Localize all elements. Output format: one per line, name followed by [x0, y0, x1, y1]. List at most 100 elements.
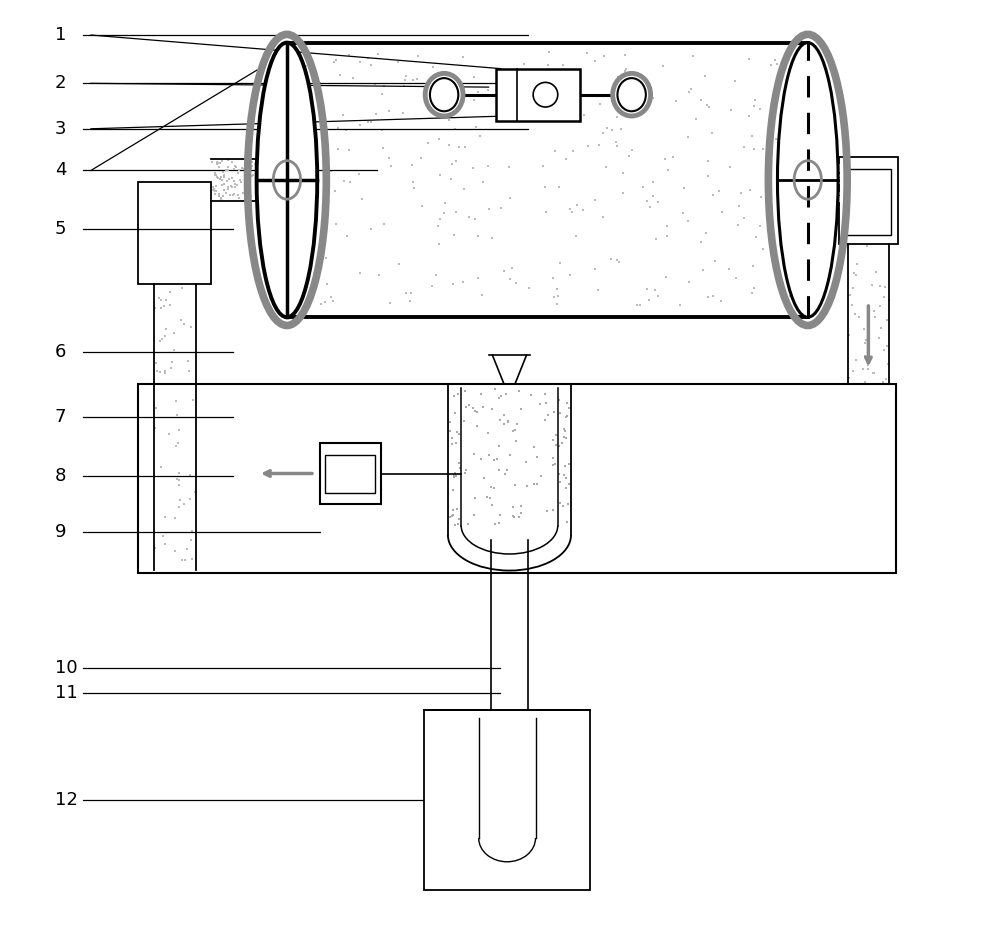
Point: [767, 52, 783, 67]
Point: [860, 362, 876, 377]
Point: [428, 403, 444, 419]
Point: [269, 537, 285, 552]
Point: [381, 103, 397, 118]
Point: [207, 187, 223, 202]
Point: [180, 199, 196, 214]
Point: [550, 289, 566, 304]
Point: [189, 191, 205, 206]
Point: [608, 80, 624, 95]
Point: [773, 271, 789, 286]
Point: [855, 362, 871, 377]
Point: [818, 420, 834, 436]
Point: [178, 494, 194, 509]
Point: [518, 455, 534, 470]
Point: [743, 555, 759, 570]
Point: [868, 221, 884, 236]
Point: [293, 442, 309, 457]
Point: [215, 459, 231, 474]
Point: [525, 94, 541, 109]
Point: [851, 309, 867, 324]
Point: [171, 465, 187, 480]
Point: [158, 321, 174, 336]
Point: [544, 89, 560, 104]
Point: [161, 232, 177, 247]
Point: [230, 188, 246, 203]
Point: [466, 69, 482, 84]
Point: [171, 422, 187, 438]
Point: [431, 132, 447, 147]
Point: [185, 474, 201, 489]
Point: [776, 145, 792, 160]
Point: [707, 441, 723, 456]
Point: [207, 166, 223, 181]
Point: [134, 271, 150, 286]
Point: [381, 151, 397, 166]
Point: [879, 338, 895, 353]
Point: [182, 467, 198, 482]
Point: [182, 476, 198, 491]
Point: [317, 295, 333, 310]
Point: [514, 560, 530, 575]
Point: [157, 366, 173, 381]
Point: [687, 510, 703, 526]
Point: [475, 174, 491, 189]
Point: [613, 121, 629, 136]
Point: [719, 558, 735, 573]
Point: [184, 524, 200, 539]
Point: [772, 384, 788, 400]
Point: [849, 181, 865, 196]
Point: [458, 399, 474, 414]
Point: [645, 533, 661, 548]
Point: [730, 218, 746, 233]
Point: [229, 177, 245, 192]
Point: [172, 259, 188, 274]
Point: [831, 163, 847, 178]
Point: [787, 450, 803, 465]
Point: [450, 517, 466, 532]
Point: [149, 549, 165, 564]
Point: [164, 354, 180, 369]
Point: [157, 364, 173, 379]
Point: [630, 450, 646, 465]
Point: [888, 199, 904, 214]
Point: [187, 485, 203, 500]
Point: [507, 477, 523, 492]
Point: [835, 178, 851, 193]
Point: [848, 352, 864, 367]
Point: [830, 181, 846, 196]
Point: [589, 384, 605, 399]
Point: [886, 216, 902, 231]
Point: [556, 386, 572, 402]
Point: [230, 166, 246, 181]
Point: [271, 520, 287, 535]
Point: [195, 442, 211, 457]
Point: [615, 479, 631, 494]
Point: [491, 434, 507, 449]
Point: [548, 428, 564, 443]
Point: [645, 90, 661, 105]
Point: [831, 169, 847, 184]
Point: [482, 548, 498, 563]
Point: [711, 456, 727, 471]
Point: [615, 185, 631, 200]
Point: [425, 83, 441, 98]
Point: [634, 391, 650, 406]
Point: [746, 142, 762, 157]
Point: [544, 421, 560, 437]
Point: [815, 531, 831, 546]
Point: [156, 256, 172, 271]
Point: [808, 462, 824, 477]
Point: [481, 201, 497, 216]
Point: [684, 554, 700, 569]
Point: [831, 169, 847, 184]
Point: [528, 515, 544, 530]
Point: [317, 557, 333, 572]
Point: [831, 190, 847, 205]
Point: [444, 437, 460, 452]
Point: [450, 477, 466, 492]
Point: [330, 120, 346, 135]
Point: [831, 173, 847, 188]
Point: [192, 259, 208, 274]
Point: [479, 387, 495, 402]
Point: [874, 401, 890, 416]
